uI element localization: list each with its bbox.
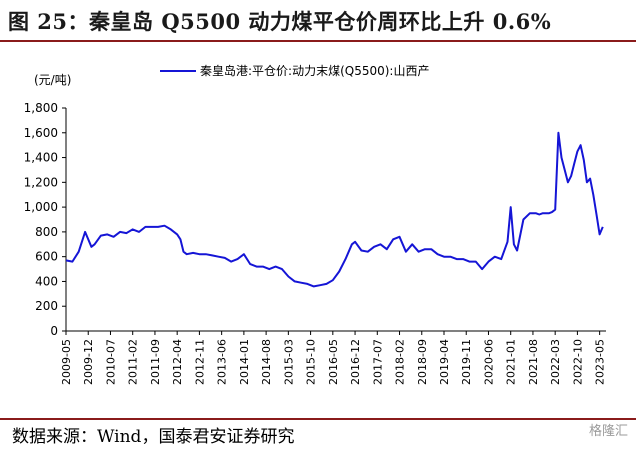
y-axis-unit-label: (元/吨) <box>34 73 71 87</box>
title-rule <box>0 40 636 42</box>
x-tick-label: 2018-02 <box>394 339 407 385</box>
y-tick-label: 200 <box>35 299 58 313</box>
y-tick-label: 400 <box>35 274 58 288</box>
y-tick-label: 600 <box>35 250 58 264</box>
legend: 秦皇岛港:平仓价:动力末煤(Q5500):山西产 <box>160 63 429 78</box>
x-tick-label: 2019-04 <box>438 339 451 385</box>
y-tick-label: 800 <box>35 225 58 239</box>
x-tick-label: 2023-05 <box>594 339 607 385</box>
source-rule <box>0 418 636 420</box>
x-tick-label: 2011-02 <box>127 339 140 385</box>
x-tick-label: 2009-12 <box>82 339 95 385</box>
watermark: 格隆汇 <box>588 424 628 439</box>
source-note: 数据来源：Wind，国泰君安证券研究 <box>12 427 295 447</box>
x-tick-label: 2014-08 <box>260 339 273 385</box>
x-tick-label: 2011-09 <box>149 339 162 385</box>
x-tick-label: 2015-03 <box>282 339 295 385</box>
x-tick-label: 2021-08 <box>527 339 540 385</box>
y-tick-label: 1,200 <box>24 175 58 189</box>
x-tick-label: 2013-06 <box>216 339 229 385</box>
x-tick-label: 2022-03 <box>549 339 562 385</box>
y-tick-label: 1,000 <box>24 200 58 214</box>
x-tick-label: 2017-07 <box>371 339 384 385</box>
x-tick-label: 2010-07 <box>104 339 117 385</box>
y-axis: 0 200 400 600 800 1,000 1,200 1,400 1,600 1,800 <box>24 101 67 338</box>
x-tick-label: 2021-01 <box>505 339 518 385</box>
legend-entry-label: 秦皇岛港:平仓价:动力末煤(Q5500):山西产 <box>200 63 429 78</box>
x-tick-label: 2020-06 <box>482 339 495 385</box>
x-tick-label: 2019-11 <box>460 339 473 385</box>
figure-title: 图 25：秦皇岛 Q5500 动力煤平仓价周环比上升 0.6% <box>8 9 552 34</box>
x-tick-label: 2016-05 <box>327 339 340 385</box>
y-tick-label: 1,800 <box>24 101 58 115</box>
x-tick-label: 2016-12 <box>349 339 362 385</box>
y-tick-label: 1,400 <box>24 151 58 165</box>
x-tick-label: 2012-11 <box>193 339 206 385</box>
series-layer <box>65 131 604 288</box>
x-tick-label: 2012-04 <box>171 339 184 385</box>
x-tick-label: 2015-10 <box>305 339 318 385</box>
y-tick-label: 1,600 <box>24 126 58 140</box>
series-line <box>65 131 604 288</box>
x-axis: 2009-05 2009-12 2010-07 2011-02 2011-09 2012-… <box>60 330 607 385</box>
x-tick-label: 2022-10 <box>571 339 584 385</box>
y-tick-label: 0 <box>50 324 58 338</box>
x-tick-label: 2018-09 <box>416 339 429 385</box>
x-tick-label: 2009-05 <box>60 339 73 385</box>
x-tick-label: 2014-01 <box>238 339 251 385</box>
